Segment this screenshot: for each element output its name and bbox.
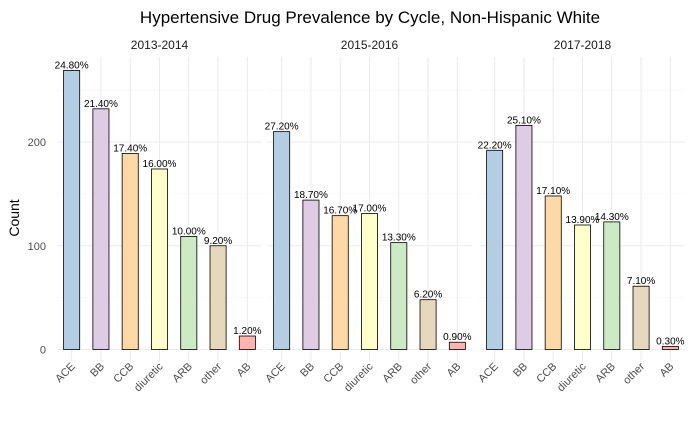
- facet-title: 2013-2014: [131, 38, 189, 52]
- x-tick-label: BB: [511, 361, 530, 380]
- bar-CCB: [121, 153, 139, 350]
- x-tick-label: ARB: [170, 361, 194, 385]
- bar-label: 17.10%: [536, 186, 570, 197]
- bar-ARB: [180, 236, 198, 350]
- bar-label: 13.90%: [566, 215, 600, 226]
- bar-label: 0.90%: [443, 332, 471, 343]
- bar-label: 13.30%: [382, 233, 416, 244]
- x-tick-label: ARB: [593, 361, 617, 385]
- bar-label: 1.20%: [233, 326, 261, 337]
- facet-title: 2017-2018: [554, 38, 612, 52]
- bar-other: [632, 285, 650, 350]
- y-tick-label: 0: [40, 345, 46, 357]
- bar-label: 22.20%: [478, 140, 512, 151]
- y-tick-label: 100: [28, 241, 46, 253]
- bar-diuretic: [151, 168, 168, 350]
- x-tick-label: CCB: [321, 361, 346, 386]
- bar-BB: [92, 108, 110, 350]
- bar-diuretic: [361, 213, 378, 350]
- bar-label: 24.80%: [55, 60, 89, 71]
- y-tick-label: 200: [28, 137, 46, 149]
- x-tick-label: ACE: [476, 361, 500, 385]
- x-tick-label: other: [621, 360, 647, 386]
- bar-ARB: [603, 221, 621, 350]
- bar-BB: [515, 125, 533, 350]
- bar-other: [209, 245, 227, 350]
- bar-label: 0.30%: [656, 336, 684, 347]
- x-tick-label: diuretic: [555, 360, 589, 394]
- bar-label: 17.40%: [113, 143, 147, 154]
- bar-label: 21.40%: [84, 99, 118, 110]
- facet-panel-2015-2016: 2015-2016 27.20% ACE 18.70% BB 16.70% CCB 17.00…: [263, 38, 472, 394]
- x-tick-label: BB: [298, 361, 317, 380]
- x-tick-label: diuretic: [132, 360, 166, 394]
- x-tick-label: ARB: [380, 361, 404, 385]
- bar-label: 17.00%: [353, 204, 387, 215]
- x-tick-label: BB: [88, 361, 107, 380]
- bar-ACE: [486, 149, 504, 350]
- x-tick-label: diuretic: [342, 360, 376, 394]
- bar-label: 27.20%: [265, 122, 299, 133]
- x-tick-label: ACE: [53, 361, 77, 385]
- bar-label: 16.70%: [323, 206, 357, 217]
- bar-other: [419, 299, 437, 350]
- bar-AB: [238, 335, 256, 350]
- bar-label: 25.10%: [507, 115, 541, 126]
- bar-label: 10.00%: [172, 226, 206, 237]
- y-axis: 0 100 200: [28, 137, 46, 357]
- bar-CCB: [544, 195, 562, 350]
- bar-AB: [661, 345, 679, 350]
- facet-panel-2017-2018: 2017-2018 22.20% ACE 25.10% BB 17.10% CCB 13.90…: [476, 38, 685, 394]
- x-tick-label: CCB: [534, 361, 559, 386]
- bar-ARB: [390, 242, 408, 350]
- bar-label: 9.20%: [204, 236, 232, 247]
- bar-diuretic: [574, 224, 591, 350]
- bar-label: 16.00%: [143, 159, 177, 170]
- bar-CCB: [331, 215, 349, 350]
- bar-label: 18.70%: [294, 190, 328, 201]
- x-tick-label: other: [198, 360, 224, 386]
- bar-ACE: [63, 70, 81, 350]
- facet-title: 2015-2016: [341, 38, 399, 52]
- x-tick-label: AB: [235, 361, 254, 380]
- facet-panel-2013-2014: 2013-2014 24.80% ACE 21.40% BB 17.40% CCB 16.00…: [53, 38, 262, 394]
- bar-BB: [302, 199, 320, 350]
- x-tick-label: other: [408, 360, 434, 386]
- bar-label: 7.10%: [627, 276, 655, 287]
- x-tick-label: CCB: [111, 361, 136, 386]
- x-tick-label: AB: [658, 361, 677, 380]
- chart-title: Hypertensive Drug Prevalence by Cycle, N…: [140, 8, 600, 27]
- facet-panels: 2013-2014 24.80% ACE 21.40% BB 17.40% CCB 16.00…: [28, 38, 685, 394]
- bar-label: 14.30%: [595, 212, 629, 223]
- bar-ACE: [273, 131, 291, 350]
- bar-AB: [448, 341, 466, 350]
- y-axis-title: Count: [6, 199, 22, 236]
- x-tick-label: AB: [445, 361, 464, 380]
- bar-label: 6.20%: [414, 290, 442, 301]
- x-tick-label: ACE: [263, 361, 287, 385]
